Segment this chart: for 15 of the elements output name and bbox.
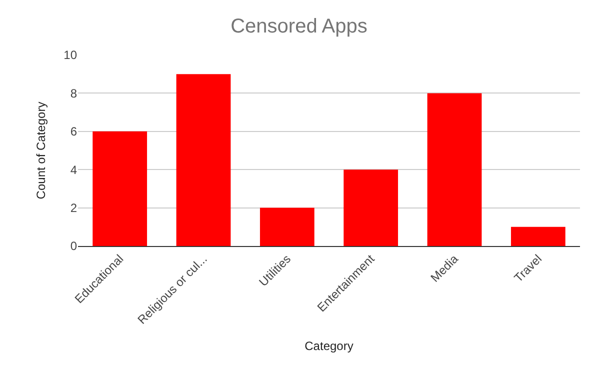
bar — [344, 170, 398, 246]
bar — [260, 208, 314, 246]
chart-title: Censored Apps — [230, 15, 368, 38]
x-axis-title: Category — [304, 338, 354, 353]
y-tick-label: 2 — [70, 201, 78, 215]
y-axis-title: Count of Category — [34, 102, 48, 200]
y-tick-label: 8 — [70, 86, 78, 100]
y-tick-label: 10 — [64, 48, 78, 62]
y-tick-label: 6 — [70, 124, 78, 139]
bar — [92, 131, 148, 246]
bar — [427, 93, 482, 246]
bar — [510, 226, 566, 246]
y-tick-label: 0 — [70, 239, 78, 254]
bar — [176, 74, 231, 246]
y-tick-label: 4 — [70, 162, 78, 177]
